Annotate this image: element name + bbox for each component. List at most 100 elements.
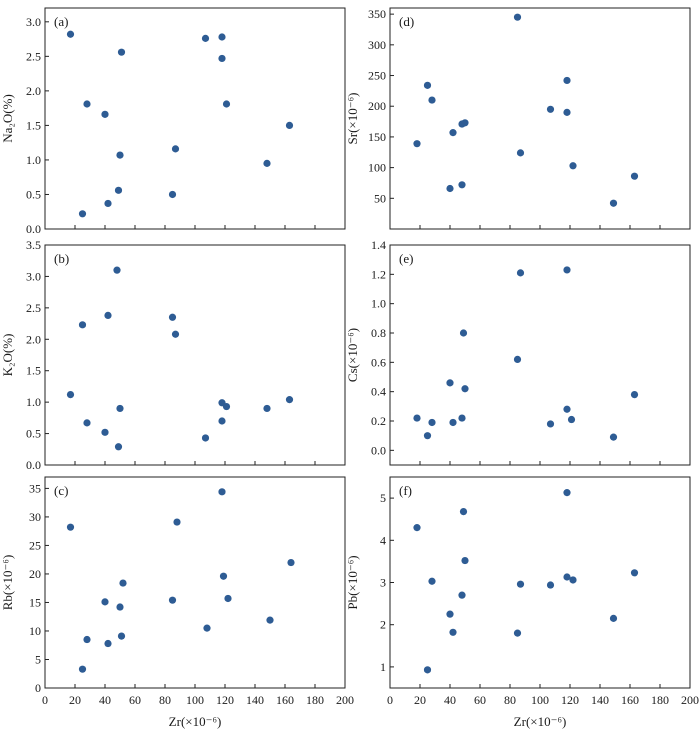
x-tick-label: 160 — [621, 693, 639, 707]
data-point — [461, 385, 469, 393]
data-point — [446, 379, 454, 387]
data-point — [203, 624, 211, 632]
y-tick-label: 3.0 — [26, 15, 41, 29]
data-point — [218, 417, 226, 425]
x-tick-label: 20 — [69, 693, 81, 707]
y-tick-label: 0.0 — [26, 222, 41, 236]
panel-b: 0.0 0.5 1.0 1.5 2.0 2.5 3.0 3.5 (b) K₂O(%) — [0, 238, 346, 472]
x-tick-label: 180 — [306, 693, 324, 707]
plot-frame — [389, 7, 691, 230]
data-point — [116, 603, 124, 611]
data-point — [168, 190, 177, 199]
x-tick-label: 100 — [531, 693, 549, 707]
x-tick-label: 200 — [681, 693, 699, 707]
data-point — [449, 628, 457, 636]
x-tick-label: 0 — [42, 693, 48, 707]
y-tick-label: 200 — [368, 99, 386, 113]
data-point — [201, 34, 210, 42]
data-point — [459, 508, 468, 516]
y-tick-label: 0.0 — [371, 443, 386, 457]
x-tick-label: 140 — [591, 693, 609, 707]
data-point — [285, 396, 294, 404]
data-point — [461, 119, 469, 127]
panel-label: (b) — [54, 251, 69, 266]
data-point — [222, 100, 231, 108]
data-point — [516, 580, 525, 588]
y-tick-label: 2.0 — [26, 332, 41, 346]
y-tick-label: 0.5 — [26, 187, 41, 201]
data-point — [413, 140, 421, 148]
x-tick-label: 60 — [129, 693, 141, 707]
data-point — [546, 420, 555, 428]
data-point — [168, 313, 177, 321]
y-axis-title: K₂O(%) — [0, 334, 15, 377]
x-tick-label: 120 — [561, 693, 579, 707]
data-point — [449, 129, 457, 137]
data-point — [563, 489, 571, 497]
data-point — [218, 33, 226, 41]
y-tick-label: 0.6 — [371, 355, 386, 369]
data-point — [266, 616, 274, 624]
data-point — [569, 576, 577, 584]
y-axis-title: Cs(×10⁻⁶) — [345, 328, 360, 382]
data-point — [563, 76, 571, 85]
data-point — [116, 404, 124, 413]
data-point — [116, 151, 124, 159]
y-axis-title: Rb(×10⁻⁶) — [0, 555, 15, 611]
data-point — [222, 402, 231, 411]
data-point — [171, 330, 180, 338]
y-tick-label: 2 — [380, 618, 386, 632]
y-tick-label: 1.5 — [26, 118, 41, 132]
data-point — [513, 629, 522, 637]
panel-label: (a) — [54, 14, 68, 29]
y-tick-label: 10 — [29, 624, 41, 638]
y-tick-label: 2.5 — [26, 301, 41, 315]
data-point — [101, 428, 109, 436]
data-point — [287, 558, 295, 567]
panel-label: (f) — [399, 483, 412, 498]
data-point — [201, 434, 210, 442]
data-point — [458, 181, 466, 189]
data-point — [563, 573, 571, 581]
data-point — [101, 110, 109, 118]
data-point — [219, 572, 228, 580]
data-point — [171, 145, 180, 153]
data-point — [423, 81, 432, 89]
y-tick-label: 300 — [368, 38, 386, 52]
data-point — [117, 48, 126, 56]
data-point — [630, 569, 639, 577]
data-point — [546, 581, 555, 589]
x-tick-label: 20 — [414, 693, 426, 707]
data-point — [78, 210, 87, 218]
x-axis-title: Zr(×10⁻⁶) — [169, 714, 222, 729]
plot-frame — [389, 244, 691, 466]
data-point — [446, 610, 454, 618]
data-point — [413, 414, 421, 422]
x-tick-label: 120 — [216, 693, 234, 707]
y-tick-label: 2.5 — [26, 49, 41, 63]
data-point — [516, 269, 525, 277]
data-point — [263, 159, 271, 167]
y-tick-label: 1.0 — [371, 297, 386, 311]
y-axis-title: Pb(×10⁻⁶) — [345, 555, 360, 609]
y-axis-title: Na₂O(%) — [0, 94, 15, 143]
data-point — [218, 488, 226, 496]
data-point — [78, 321, 87, 329]
data-point — [423, 432, 432, 440]
y-tick-label: 0.5 — [26, 427, 41, 441]
x-tick-label: 140 — [246, 693, 264, 707]
data-point — [117, 632, 126, 640]
y-tick-label: 15 — [29, 595, 41, 609]
data-point — [104, 199, 112, 208]
panel-f: 1 2 3 4 5 0 20 40 60 80 100 120 140 160 180 200 (f) Pb(×1… — [345, 476, 699, 729]
data-point — [563, 266, 571, 274]
y-tick-label: 3.5 — [26, 238, 41, 252]
data-point — [459, 329, 468, 337]
y-tick-label: 1 — [380, 660, 386, 674]
data-point — [458, 591, 466, 599]
y-tick-label: 35 — [29, 481, 41, 495]
data-point — [449, 418, 457, 427]
y-tick-label: 30 — [29, 510, 41, 524]
data-point — [218, 54, 226, 63]
x-tick-label: 40 — [444, 693, 456, 707]
